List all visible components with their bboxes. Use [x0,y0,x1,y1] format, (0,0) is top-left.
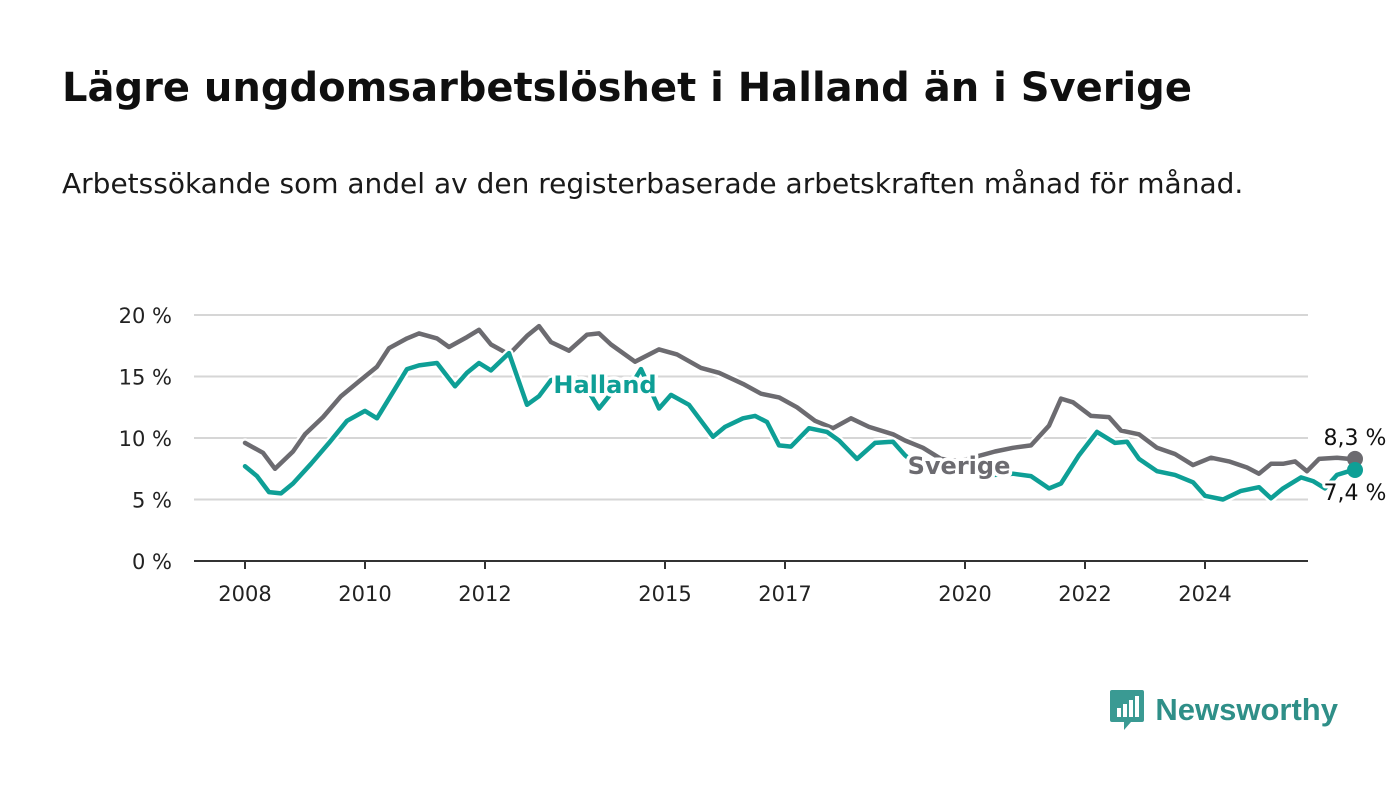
y-tick-label: 5 % [132,489,172,513]
brand-name: Newsworthy [1155,692,1338,727]
y-tick-label: 20 % [119,304,172,328]
end-markers: 8,3 % 7,4 % [1321,423,1390,509]
end-value-label-halland: 7,4 % [1324,481,1387,506]
series-halo-sverige [240,321,1360,479]
series-label-halland: Halland [553,371,656,399]
series-halo-halland [240,348,1360,504]
line-chart: 0 %5 %10 %15 %20 % 2008 2010 2012 2015 2017 2… [118,304,1390,606]
y-axis-labels: 0 % 5 % 10 % 15 % 20 % [119,304,172,574]
end-marker-halland [1347,461,1363,478]
x-tick-label: 2017 [758,582,811,606]
chart-subtitle: Arbetssökande som andel av den registerb… [62,167,1244,200]
grid-lines [194,314,1308,501]
y-tick-label: 15 % [119,366,172,390]
end-marker-sverige [1347,450,1363,467]
chart-title: Lägre ungdomsarbetslöshet i Halland än i… [62,65,1192,111]
x-tick-label: 2022 [1058,582,1111,606]
end-value-label-sverige: 8,3 % [1324,426,1387,451]
x-tick-label: 2020 [938,582,991,606]
x-tick-label: 2024 [1178,582,1231,606]
series-labels: Sverige Halland [550,367,1014,483]
series-lines [240,321,1360,504]
x-tick-label: 2010 [338,582,391,606]
chart-speech-bubble-icon [1110,690,1145,730]
series-line-halland [242,350,1358,502]
y-tick-label: 10 % [119,427,172,451]
x-tick-label: 2012 [458,582,511,606]
brand-logo: Newsworthy [1109,688,1338,732]
x-tick-label: 2015 [638,582,691,606]
x-axis: 2008 2010 2012 2015 2017 2020 2022 2024 [194,560,1308,606]
x-tick-label: 2008 [218,582,271,606]
series-label-sverige: Sverige [908,452,1011,480]
y-tick-label: 0 % [132,550,172,574]
series-line-sverige [242,323,1358,476]
